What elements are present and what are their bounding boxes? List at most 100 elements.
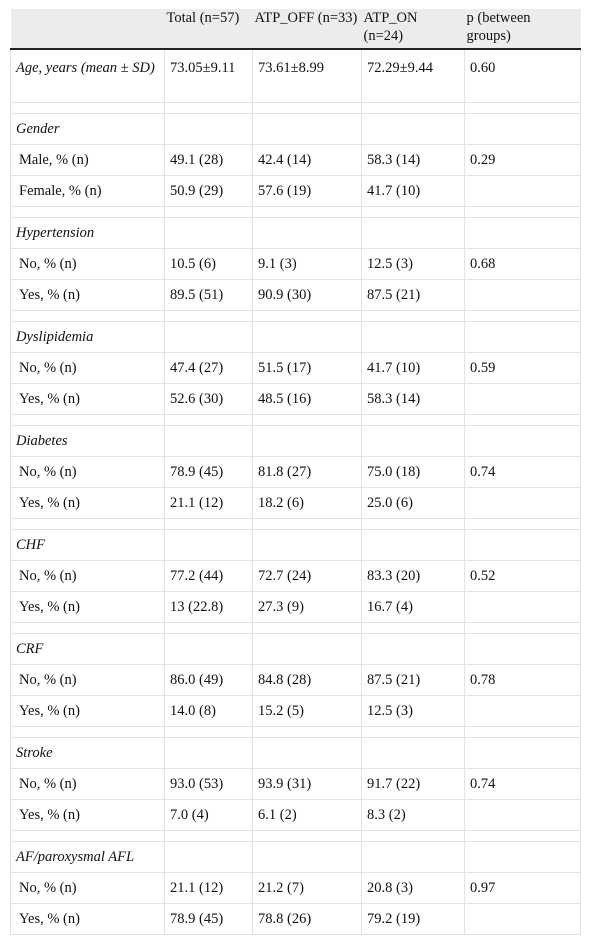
spacer-cell bbox=[164, 413, 253, 426]
spacer-cell bbox=[10, 413, 165, 426]
cell-atp-off: 93.9 (31) bbox=[252, 767, 362, 800]
cell-atp-on: 8.3 (2) bbox=[361, 798, 465, 831]
section-empty-cell bbox=[252, 320, 362, 353]
section-empty-cell bbox=[361, 216, 465, 249]
cell-atp-on: 75.0 (18) bbox=[361, 455, 465, 488]
cell-p-value: 0.29 bbox=[464, 143, 581, 176]
cell-atp-off: 6.1 (2) bbox=[252, 798, 362, 831]
spacer-cell bbox=[361, 309, 465, 322]
row-label: Yes, % (n) bbox=[10, 902, 165, 935]
spacer-cell bbox=[252, 517, 362, 530]
table-row: Male, % (n) 49.1 (28) 42.4 (14) 58.3 (14) 0.… bbox=[10, 143, 581, 176]
cell-total: 86.0 (49) bbox=[164, 663, 253, 696]
cell-atp-on: 20.8 (3) bbox=[361, 871, 465, 904]
section-title: CRF bbox=[10, 632, 165, 665]
section-empty-cell bbox=[252, 632, 362, 665]
spacer-cell bbox=[164, 621, 253, 634]
cell-atp-off: 21.2 (7) bbox=[252, 871, 362, 904]
cell-p-value: 0.52 bbox=[464, 559, 581, 592]
cell-p-value bbox=[464, 694, 581, 727]
section-header-row: Dyslipidemia bbox=[10, 320, 581, 353]
cell-atp-off: 90.9 (30) bbox=[252, 278, 362, 311]
section-empty-cell bbox=[464, 736, 581, 769]
cell-atp-on: 41.7 (10) bbox=[361, 351, 465, 384]
section-title: AF/paroxysmal AFL bbox=[10, 840, 165, 873]
cell-atp-off: 51.5 (17) bbox=[252, 351, 362, 384]
spacer-row bbox=[10, 621, 581, 634]
spacer-cell bbox=[464, 725, 581, 738]
cell-total: 47.4 (27) bbox=[164, 351, 253, 384]
row-label: Male, % (n) bbox=[10, 143, 165, 176]
table-row: Yes, % (n) 13 (22.8) 27.3 (9) 16.7 (4) bbox=[10, 590, 581, 623]
spacer-cell bbox=[464, 829, 581, 842]
header-cell-label bbox=[10, 9, 165, 50]
section-header-row: Hypertension bbox=[10, 216, 581, 249]
row-label: No, % (n) bbox=[10, 663, 165, 696]
spacer-cell bbox=[361, 517, 465, 530]
section-title: Stroke bbox=[10, 736, 165, 769]
section-title: Diabetes bbox=[10, 424, 165, 457]
section-empty-cell bbox=[252, 840, 362, 873]
table-row: Female, % (n) 50.9 (29) 57.6 (19) 41.7 (10) bbox=[10, 174, 581, 207]
row-label: Yes, % (n) bbox=[10, 486, 165, 519]
table-row: Yes, % (n) 7.0 (4) 6.1 (2) 8.3 (2) bbox=[10, 798, 581, 831]
spacer-cell bbox=[464, 517, 581, 530]
section-header-row: Gender bbox=[10, 112, 581, 145]
section-empty-cell bbox=[361, 840, 465, 873]
table-row: No, % (n) 93.0 (53) 93.9 (31) 91.7 (22) 0.74 bbox=[10, 767, 581, 800]
section-empty-cell bbox=[164, 112, 253, 145]
section-empty-cell bbox=[361, 424, 465, 457]
header-cell-atp-off: ATP_OFF (n=33) bbox=[252, 9, 362, 50]
cell-atp-on: 41.7 (10) bbox=[361, 174, 465, 207]
section-header-row: AF/paroxysmal AFL bbox=[10, 840, 581, 873]
section-header-row: CRF bbox=[10, 632, 581, 665]
spacer-cell bbox=[10, 829, 165, 842]
cell-p-value: 0.97 bbox=[464, 871, 581, 904]
section-empty-cell bbox=[464, 216, 581, 249]
spacer-cell bbox=[252, 829, 362, 842]
section-empty-cell bbox=[464, 320, 581, 353]
cell-total: 49.1 (28) bbox=[164, 143, 253, 176]
spacer-cell bbox=[252, 621, 362, 634]
spacer-cell bbox=[252, 101, 362, 114]
row-label: Yes, % (n) bbox=[10, 590, 165, 623]
cell-atp-on: 12.5 (3) bbox=[361, 247, 465, 280]
cell-total: 21.1 (12) bbox=[164, 486, 253, 519]
cell-atp-off: 57.6 (19) bbox=[252, 174, 362, 207]
section-empty-cell bbox=[164, 528, 253, 561]
section-empty-cell bbox=[164, 632, 253, 665]
table-row: No, % (n) 77.2 (44) 72.7 (24) 83.3 (20) 0.52 bbox=[10, 559, 581, 592]
cell-p-value bbox=[464, 486, 581, 519]
cell-total: 21.1 (12) bbox=[164, 871, 253, 904]
section-header-row: Diabetes bbox=[10, 424, 581, 457]
table-row: No, % (n) 10.5 (6) 9.1 (3) 12.5 (3) 0.68 bbox=[10, 247, 581, 280]
age-row: Age, years (mean ± SD) 73.05±9.11 73.61±… bbox=[10, 48, 581, 103]
cell-total: 78.9 (45) bbox=[164, 455, 253, 488]
cell-p-value: 0.78 bbox=[464, 663, 581, 696]
spacer-row bbox=[10, 309, 581, 322]
row-label: No, % (n) bbox=[10, 455, 165, 488]
cell-atp-off: 78.8 (26) bbox=[252, 902, 362, 935]
spacer-cell bbox=[164, 725, 253, 738]
section-empty-cell bbox=[252, 112, 362, 145]
cell-p-value bbox=[464, 590, 581, 623]
header-cell-total: Total (n=57) bbox=[164, 9, 253, 50]
cell-total: 13 (22.8) bbox=[164, 590, 253, 623]
spacer-cell bbox=[10, 101, 165, 114]
spacer-row bbox=[10, 205, 581, 218]
section-empty-cell bbox=[361, 112, 465, 145]
cell-total: 52.6 (30) bbox=[164, 382, 253, 415]
spacer-cell bbox=[10, 205, 165, 218]
cell-atp-off: 42.4 (14) bbox=[252, 143, 362, 176]
cell-atp-off: 18.2 (6) bbox=[252, 486, 362, 519]
row-label: Yes, % (n) bbox=[10, 798, 165, 831]
section-empty-cell bbox=[464, 112, 581, 145]
spacer-row bbox=[10, 829, 581, 842]
row-label: No, % (n) bbox=[10, 871, 165, 904]
spacer-cell bbox=[10, 517, 165, 530]
cell-p-value bbox=[464, 798, 581, 831]
table-row: No, % (n) 47.4 (27) 51.5 (17) 41.7 (10) 0.59 bbox=[10, 351, 581, 384]
cell-atp-on: 12.5 (3) bbox=[361, 694, 465, 727]
cell-total: 78.9 (45) bbox=[164, 902, 253, 935]
cell-total: 10.5 (6) bbox=[164, 247, 253, 280]
